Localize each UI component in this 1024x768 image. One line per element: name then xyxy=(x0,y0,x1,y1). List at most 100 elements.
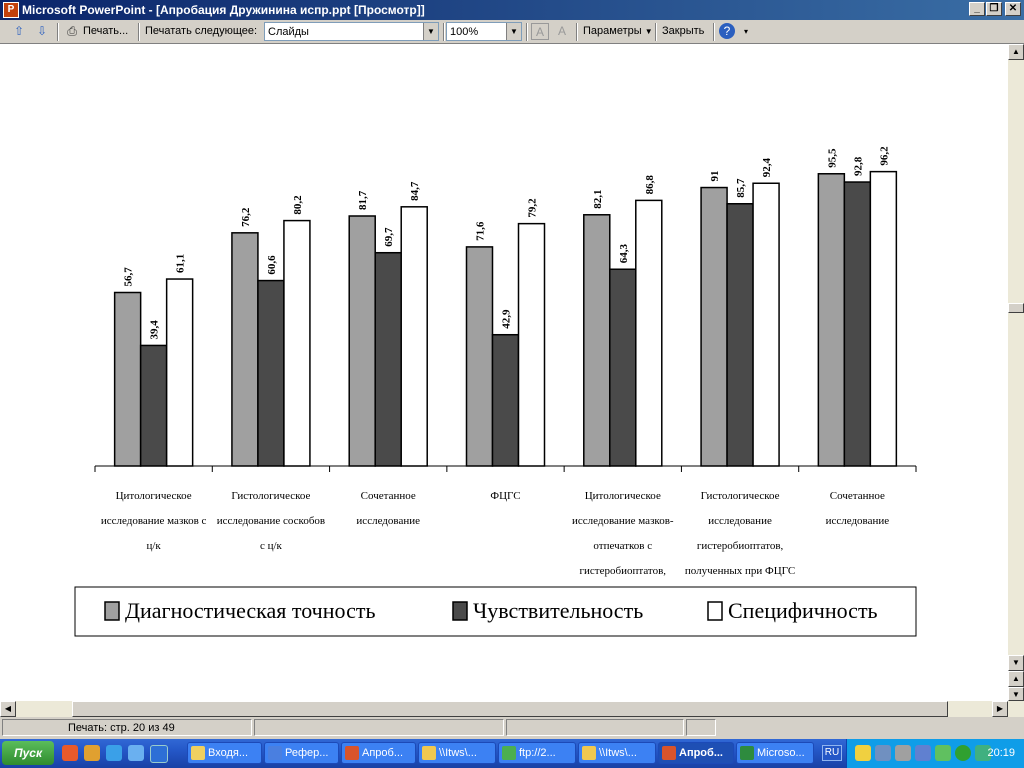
taskbar-item[interactable]: Microso... xyxy=(736,742,814,764)
options-dropdown-icon: ▼ xyxy=(644,27,653,36)
data-label: 42,9 xyxy=(501,309,513,329)
ie-icon[interactable] xyxy=(106,745,122,761)
legend-label: Чувствительность xyxy=(473,598,643,623)
category-label: полученных при ФЦГС xyxy=(685,565,795,577)
category-label: гистеробиоптатов, xyxy=(580,565,667,577)
scroll-left-icon[interactable]: ◀ xyxy=(0,701,16,717)
data-label: 76,2 xyxy=(240,207,252,227)
close-button[interactable]: ✕ xyxy=(1005,2,1021,16)
bar xyxy=(374,251,402,467)
clock: 20:19 xyxy=(987,747,1015,759)
taskbar-item[interactable]: Входя... xyxy=(187,742,262,764)
tray-app-icon[interactable] xyxy=(935,745,951,761)
data-label: 81,7 xyxy=(357,190,369,210)
security-icon[interactable] xyxy=(855,745,871,761)
icq-icon[interactable] xyxy=(955,745,971,761)
bar xyxy=(139,344,168,467)
print-what-dropdown[interactable]: Слайды ▼ xyxy=(264,22,439,41)
scroll-up-icon[interactable]: ▲ xyxy=(1008,44,1024,60)
title-bar: P Microsoft PowerPoint - [Апробация Друж… xyxy=(0,0,1024,20)
data-label: 82,1 xyxy=(592,190,604,209)
horizontal-scroll-thumb[interactable] xyxy=(72,701,948,717)
vertical-scrollbar[interactable]: ▲ ▼ ▲ ▼ xyxy=(1008,44,1024,701)
taskbar-item[interactable]: \\Itws\... xyxy=(578,742,656,764)
taskbar: Пуск Входя... Рефер... Апроб... \\Itws\.… xyxy=(0,739,1024,768)
options-button[interactable]: Параметры ▼ xyxy=(583,23,653,40)
powerpoint-app-icon[interactable]: P xyxy=(3,2,19,18)
legend-swatch xyxy=(452,601,468,621)
network-icon[interactable] xyxy=(875,745,891,761)
toolbar-options-icon[interactable]: ▾ xyxy=(743,27,748,36)
legend-swatch xyxy=(707,601,723,621)
data-label: 85,7 xyxy=(735,178,747,198)
category-label: с ц/к xyxy=(260,540,283,552)
category-label: ц/к xyxy=(146,540,161,552)
tray-app-icon[interactable] xyxy=(895,745,911,761)
data-label: 84,7 xyxy=(409,181,421,201)
taskbar-item-active[interactable]: Апроб... xyxy=(658,742,734,764)
print-what-label: Печатать следующее: xyxy=(145,25,258,37)
category-label: отпечатков с xyxy=(593,540,652,552)
data-label: 92,4 xyxy=(761,158,773,178)
data-label: 39,4 xyxy=(149,320,161,340)
category-label: ФЦГС xyxy=(490,490,520,502)
category-label: Цитологическое xyxy=(585,490,661,502)
outlook-icon[interactable] xyxy=(128,745,144,761)
data-label: 69,7 xyxy=(383,227,395,247)
next-slide-icon[interactable]: ▼ xyxy=(1008,687,1024,701)
grayscale-icon[interactable]: A xyxy=(531,23,549,40)
bar xyxy=(609,268,637,467)
bar xyxy=(700,186,728,467)
category-label: исследование мазков- xyxy=(572,515,674,527)
taskbar-item[interactable]: \\Itws\... xyxy=(418,742,496,764)
category-label: гистеробиоптатов, xyxy=(697,540,784,552)
previous-slide-icon[interactable]: ▲ xyxy=(1008,671,1024,687)
data-label: 71,6 xyxy=(475,221,487,241)
scroll-down-icon[interactable]: ▼ xyxy=(1008,655,1024,671)
category-label: исследование мазков с xyxy=(101,515,207,527)
window-title: Microsoft PowerPoint - [Апробация Дружин… xyxy=(22,3,425,17)
scroll-thumb[interactable] xyxy=(1008,303,1024,313)
legend-box xyxy=(74,586,917,637)
bar xyxy=(517,222,546,467)
printer-icon[interactable]: ⎙ xyxy=(67,24,77,38)
next-page-icon[interactable]: ⇩ xyxy=(36,24,48,38)
bar xyxy=(465,246,494,467)
minimize-button[interactable]: _ xyxy=(969,2,985,16)
previous-page-icon[interactable]: ⇧ xyxy=(13,24,25,38)
bar-chart: 56,7 39,4 61,1 Цитологическое исследование м… xyxy=(74,146,917,637)
legend-label: Специфичность xyxy=(728,598,878,623)
chevron-down-icon[interactable]: ▼ xyxy=(506,23,521,40)
data-label: 56,7 xyxy=(123,267,135,287)
show-desktop-icon[interactable] xyxy=(150,745,168,763)
tool-icon[interactable] xyxy=(84,745,100,761)
taskbar-item[interactable]: ftp://2... xyxy=(498,742,576,764)
legend-swatch xyxy=(104,601,120,621)
restore-button[interactable]: ❐ xyxy=(986,2,1002,16)
scroll-right-icon[interactable]: ▶ xyxy=(992,701,1008,717)
zoom-dropdown[interactable]: 100% ▼ xyxy=(446,22,522,41)
category-label: Цитологическое xyxy=(116,490,192,502)
category-label: исследование xyxy=(708,515,772,527)
bar xyxy=(113,291,142,467)
print-what-value: Слайды xyxy=(268,26,309,38)
zoom-value: 100% xyxy=(450,26,479,38)
print-button[interactable]: Печать... xyxy=(83,25,129,37)
language-indicator[interactable]: RU xyxy=(822,745,842,761)
tray-app-icon[interactable] xyxy=(975,745,991,761)
bar xyxy=(635,199,663,467)
bar xyxy=(400,206,428,467)
close-preview-button[interactable]: Закрыть xyxy=(662,25,705,37)
taskbar-item[interactable]: Рефер... xyxy=(264,742,339,764)
opera-icon[interactable] xyxy=(62,745,78,761)
tray-app-icon[interactable] xyxy=(915,745,931,761)
start-button[interactable]: Пуск xyxy=(2,741,54,765)
black-white-icon[interactable]: A xyxy=(557,24,566,38)
chevron-down-icon[interactable]: ▼ xyxy=(423,23,438,40)
bar xyxy=(817,173,846,467)
help-icon[interactable]: ? xyxy=(719,23,735,39)
options-label: Параметры xyxy=(583,25,642,37)
taskbar-item[interactable]: Апроб... xyxy=(341,742,416,764)
horizontal-scrollbar[interactable]: ◀ ▶ xyxy=(0,701,1024,717)
data-label: 61,1 xyxy=(175,254,187,273)
